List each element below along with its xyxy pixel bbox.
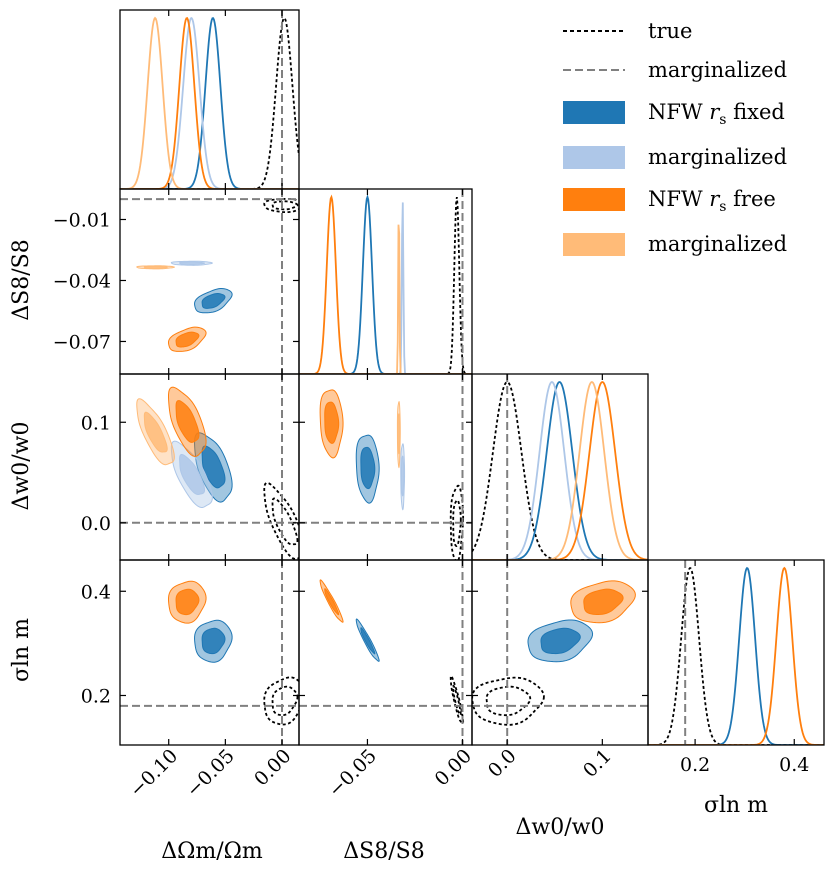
x-tick-label-sigma-0: 0.2 <box>680 754 710 776</box>
marginal-curve-nfw_free-sigma <box>648 566 824 745</box>
contour-nfw_fixed-omega-w0-inner <box>201 445 226 489</box>
legend-label-nfw-fixed: NFW rs fixed <box>648 100 785 128</box>
marginal-curve-nfw_free-s8 <box>299 194 472 374</box>
marginal-curve-nfw_free-w0 <box>472 381 648 560</box>
legend-label-nfw-free-marginalized: marginalized <box>648 232 787 256</box>
marginal-curve-true-sigma <box>648 567 824 745</box>
contour-nfw_fixed-omega-sigma-inner <box>201 627 226 655</box>
y-tick-label-s8-0: −0.01 <box>53 209 111 231</box>
y-tick-label-s8-2: −0.07 <box>53 331 111 353</box>
contour-nfw_free-s8-w0-inner <box>324 401 340 444</box>
xlabel-omega: ΔΩm/Ωm <box>161 839 263 864</box>
legend: true marginalized NFW rs fixed marginali… <box>563 19 787 256</box>
contour-true-omega-sigma-outer <box>263 676 299 726</box>
contour-panel-omega-s8 <box>120 189 299 374</box>
y-tick-label-w0-1: 0.1 <box>81 412 111 434</box>
ylabel-w0: Δw0/w0 <box>9 422 34 511</box>
diag-panel-omega <box>120 10 299 189</box>
marginal-curve-nfw_free-omega <box>120 17 299 189</box>
marginal-curve-nfw_fixed-s8 <box>299 194 472 374</box>
contour-nfw_free_marg-omega-s8-inner <box>143 265 168 269</box>
contour-nfw_fixed-s8-w0-inner <box>360 446 376 490</box>
panel-frame-3-3 <box>647 559 825 746</box>
marginal-curve-nfw_fixed_marg-omega <box>120 16 299 189</box>
y-tick-label-s8-1: −0.04 <box>53 270 111 292</box>
contour-nfw_fixed_marg-omega-w0-inner <box>179 453 206 495</box>
panel-frame-1-1 <box>298 188 473 375</box>
contour-nfw_fixed-s8-sigma-inner <box>360 627 376 655</box>
x-tick-label-s8-0: −0.05 <box>324 745 381 802</box>
x-tick-label-sigma-1: 0.4 <box>779 754 809 776</box>
legend-label-marginalized-dashed: marginalized <box>648 58 787 82</box>
marginal-curve-nfw_free_marg-w0 <box>472 381 648 560</box>
marginal-curve-nfw_free_marg-omega <box>120 16 299 189</box>
panel-frame-2-2 <box>471 373 649 561</box>
contour-nfw_free-omega-sigma-inner <box>175 588 200 616</box>
contour-true-omega-s8-inner <box>271 200 299 211</box>
contour-true-w0-sigma-outer <box>472 676 545 726</box>
xlabel-s8: ΔS8/S8 <box>343 839 424 864</box>
xlabel-w0: Δw0/w0 <box>516 815 605 840</box>
legend-swatch-nfw-fixed <box>563 101 625 124</box>
legend-swatch-nfw-free <box>563 188 625 211</box>
contour-true-omega-w0-inner <box>271 497 299 546</box>
ylabel-sigma: σln m <box>9 618 34 682</box>
panel-frame-1-0 <box>119 188 300 375</box>
contour-nfw_fixed_marg-s8-w0-inner <box>401 455 405 497</box>
contour-nfw_fixed_marg-omega-s8-inner <box>179 261 206 265</box>
marginal-curve-nfw_fixed-omega <box>120 17 299 189</box>
contour-nfw_free-omega-w0-inner <box>175 400 200 443</box>
contour-panel-omega-sigma <box>120 560 299 745</box>
contour-true-omega-w0-outer <box>263 481 299 560</box>
contour-panel-s8-sigma <box>299 560 472 745</box>
contour-nfw_free-omega-s8-inner <box>175 331 200 348</box>
contour-true-w0-sigma-inner <box>485 685 532 717</box>
x-tick-label-omega-1: −0.05 <box>182 745 239 802</box>
contour-panel-w0-sigma <box>472 560 648 745</box>
y-tick-label-sigma-0: 0.2 <box>81 685 111 707</box>
contour-true-s8-sigma-outer <box>449 674 465 725</box>
contour-true-s8-sigma-inner <box>452 684 462 716</box>
legend-label-nfw-free: NFW rs free <box>648 187 776 215</box>
legend-label-nfw-fixed-marginalized: marginalized <box>648 145 787 169</box>
legend-swatch-nfw-fixed-marginalized <box>563 146 625 169</box>
y-tick-label-w0-0: 0.0 <box>81 513 111 535</box>
contour-nfw_free_marg-s8-w0-inner <box>397 413 401 455</box>
legend-swatch-nfw-free-marginalized <box>563 233 625 256</box>
x-tick-label-w0-0: 0.0 <box>484 745 521 782</box>
contour-panel-s8-w0 <box>299 374 472 560</box>
contour-panel-omega-w0 <box>120 374 299 560</box>
diag-panel-s8 <box>299 189 472 374</box>
x-tick-label-s8-1: 0.00 <box>431 745 476 790</box>
x-tick-label-omega-2: 0.00 <box>250 745 295 790</box>
contour-nfw_fixed-omega-s8-inner <box>201 292 226 309</box>
marginal-curve-true-omega <box>120 16 299 189</box>
contour-true-s8-w0-inner <box>452 499 462 547</box>
diag-panel-sigma <box>648 560 824 745</box>
x-tick-label-omega-0: −0.10 <box>126 745 183 802</box>
marginal-curve-nfw_fixed-sigma <box>648 566 824 745</box>
contour-nfw_free-w0-sigma-inner <box>583 588 624 615</box>
contour-nfw_fixed-w0-sigma-inner <box>540 627 581 655</box>
marginal-curve-true-w0 <box>472 381 648 560</box>
legend-label-true: true <box>648 19 692 43</box>
xlabel-sigma: σln m <box>704 793 768 818</box>
contour-true-s8-w0-outer <box>449 484 465 560</box>
marginal-curve-true-s8 <box>299 196 472 374</box>
ylabel-s8: ΔS8/S8 <box>9 239 34 320</box>
contour-nfw_free-s8-sigma-inner <box>324 588 340 616</box>
diag-panel-w0 <box>472 374 648 560</box>
contour-true-omega-sigma-inner <box>271 685 299 717</box>
y-tick-label-sigma-1: 0.4 <box>81 581 111 603</box>
x-tick-label-w0-1: 0.1 <box>579 745 616 782</box>
contour-nfw_free_marg-omega-w0-inner <box>143 411 168 453</box>
